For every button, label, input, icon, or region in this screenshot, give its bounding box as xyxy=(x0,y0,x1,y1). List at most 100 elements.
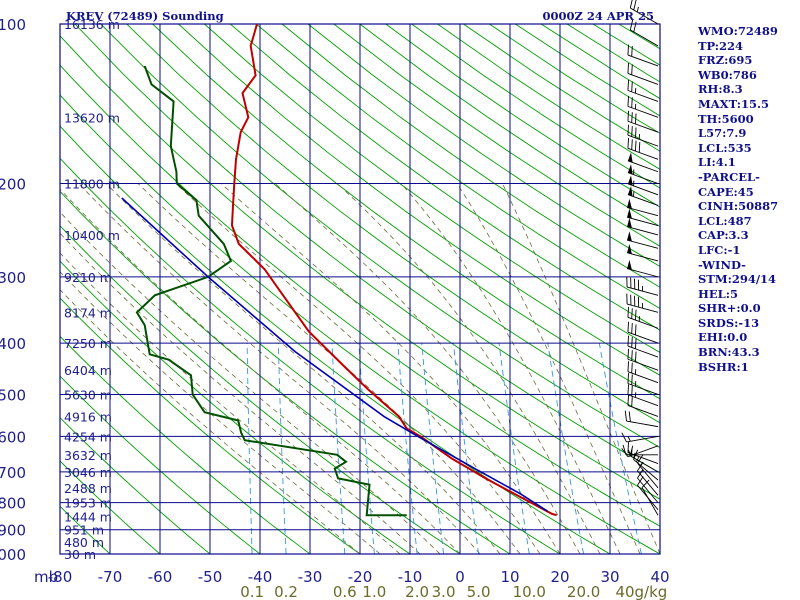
dry-adiabat-line xyxy=(60,64,660,527)
dry-adiabat-line xyxy=(60,505,111,554)
dry-adiabat-line xyxy=(60,94,660,554)
wind-barb xyxy=(621,432,659,443)
height-label: 951 m xyxy=(64,523,104,538)
wind-barb xyxy=(626,244,659,262)
dry-adiabat-line xyxy=(230,24,660,331)
dry-adiabat-line xyxy=(60,35,660,500)
temperature-tick-label: -70 xyxy=(98,568,123,586)
temperature-tick-label: 10 xyxy=(500,568,519,586)
temperature-profile-line xyxy=(230,24,557,517)
height-label: 4916 m xyxy=(64,409,112,424)
wind-barb xyxy=(627,175,659,196)
dry-adiabat-line xyxy=(60,125,611,554)
height-label: 1953 m xyxy=(64,496,112,511)
dry-adiabat-line xyxy=(204,24,660,353)
index-item: LFC:-1 xyxy=(698,242,741,257)
dry-adiabat-line xyxy=(60,225,461,554)
wind-barb xyxy=(627,95,659,118)
wind-barb xyxy=(627,306,659,329)
height-label: 2488 m xyxy=(64,481,112,496)
height-label: 3046 m xyxy=(64,465,112,480)
sounding-indices-panel: WMO:72489 TP:224 FRZ:695 WB0:786 RH:8.3 MAXT:… xyxy=(698,24,798,374)
parcel-profile-line xyxy=(121,197,548,512)
index-item: L57:7.9 xyxy=(698,126,747,141)
height-label: 9210 m xyxy=(64,270,112,285)
dry-adiabat-line xyxy=(152,24,660,400)
dry-adiabat-line xyxy=(333,24,660,247)
dry-adiabat-line xyxy=(100,24,660,449)
dry-adiabat-line xyxy=(60,260,411,554)
index-item: -PARCEL- xyxy=(698,169,760,184)
sounding-series xyxy=(121,24,557,517)
mixing-ratio-label: 5.0 xyxy=(467,583,491,600)
wind-barb xyxy=(627,384,659,407)
height-label: 3632 m xyxy=(64,448,112,463)
pressure-tick-label: 100 xyxy=(0,16,26,34)
wind-barb xyxy=(627,394,659,417)
height-label: 11800 m xyxy=(64,177,120,192)
mixing-ratio-line xyxy=(277,343,287,554)
index-item: LCL:487 xyxy=(698,213,752,228)
wind-barb xyxy=(627,186,659,206)
mixing-ratio-label: 2.0 xyxy=(405,583,429,600)
dry-adiabat-line xyxy=(60,190,511,554)
index-item: LI:4.1 xyxy=(698,155,736,170)
pressure-tick-label: 300 xyxy=(0,269,26,287)
index-item: BSHR:1 xyxy=(698,359,749,374)
valid-time: 0000Z 24 APR 25 xyxy=(542,9,654,23)
moist-adiabat-line xyxy=(502,183,660,554)
x-axis-unit-label: mb xyxy=(34,568,58,586)
moist-adiabat-line xyxy=(175,183,541,554)
wind-barb xyxy=(626,293,659,313)
pressure-tick-label: 400 xyxy=(0,335,26,353)
mixing-ratio-line xyxy=(452,343,480,554)
moist-adiabat-line xyxy=(137,183,521,554)
wind-barb xyxy=(627,124,659,147)
moist-adiabat-line xyxy=(400,183,621,554)
height-label: 1444 m xyxy=(64,510,112,525)
height-label: 10400 m xyxy=(64,228,120,243)
wind-barb xyxy=(629,0,659,25)
height-label: 4254 m xyxy=(64,429,112,444)
dewpoint-profile-line xyxy=(135,65,407,517)
index-item: CAPE:45 xyxy=(698,184,754,199)
pressure-tick-label: 500 xyxy=(0,386,26,404)
pressure-tick-label: 900 xyxy=(0,522,26,540)
height-label: 5630 m xyxy=(64,387,112,402)
dry-adiabat-line xyxy=(126,24,660,424)
moist-adiabat-line xyxy=(60,271,381,554)
height-label: 30 m xyxy=(64,547,96,562)
wind-barb xyxy=(627,152,659,173)
wind-barb xyxy=(622,444,658,456)
height-label: 16136 m xyxy=(64,17,120,32)
wind-barb xyxy=(627,110,659,133)
pressure-tick-label: 800 xyxy=(0,495,26,513)
temperature-tick-label: -40 xyxy=(248,568,273,586)
temperature-tick-label: 0 xyxy=(455,568,465,586)
moist-adiabat-line xyxy=(337,183,601,554)
wind-barb xyxy=(626,276,659,296)
wind-barb xyxy=(637,469,659,503)
dry-adiabat-line xyxy=(74,24,660,474)
index-item: LCL:535 xyxy=(698,140,752,155)
index-item: SRDS:-13 xyxy=(698,315,760,330)
index-item: TP:224 xyxy=(698,38,744,53)
index-item: BRN:43.3 xyxy=(698,345,760,360)
wind-barb xyxy=(627,321,659,344)
moist-adiabat-line xyxy=(105,183,501,554)
pressure-tick-label: 600 xyxy=(0,428,26,446)
index-item: WMO:72489 xyxy=(698,24,778,38)
dry-adiabat-line xyxy=(60,375,261,554)
wind-barb xyxy=(626,208,659,226)
index-item: RH:8.3 xyxy=(698,82,743,97)
wind-barb xyxy=(641,479,659,516)
dry-adiabats xyxy=(60,24,660,554)
mixing-ratio-label: 0.1 xyxy=(240,583,264,600)
moist-adiabat-line xyxy=(220,183,561,554)
wind-barb xyxy=(627,442,659,464)
pressure-tick-label: 1000 xyxy=(0,546,26,564)
mixing-ratio-label: 10.0 xyxy=(513,583,546,600)
height-label: 480 m xyxy=(64,535,104,550)
temperature-tick-label: -60 xyxy=(148,568,173,586)
